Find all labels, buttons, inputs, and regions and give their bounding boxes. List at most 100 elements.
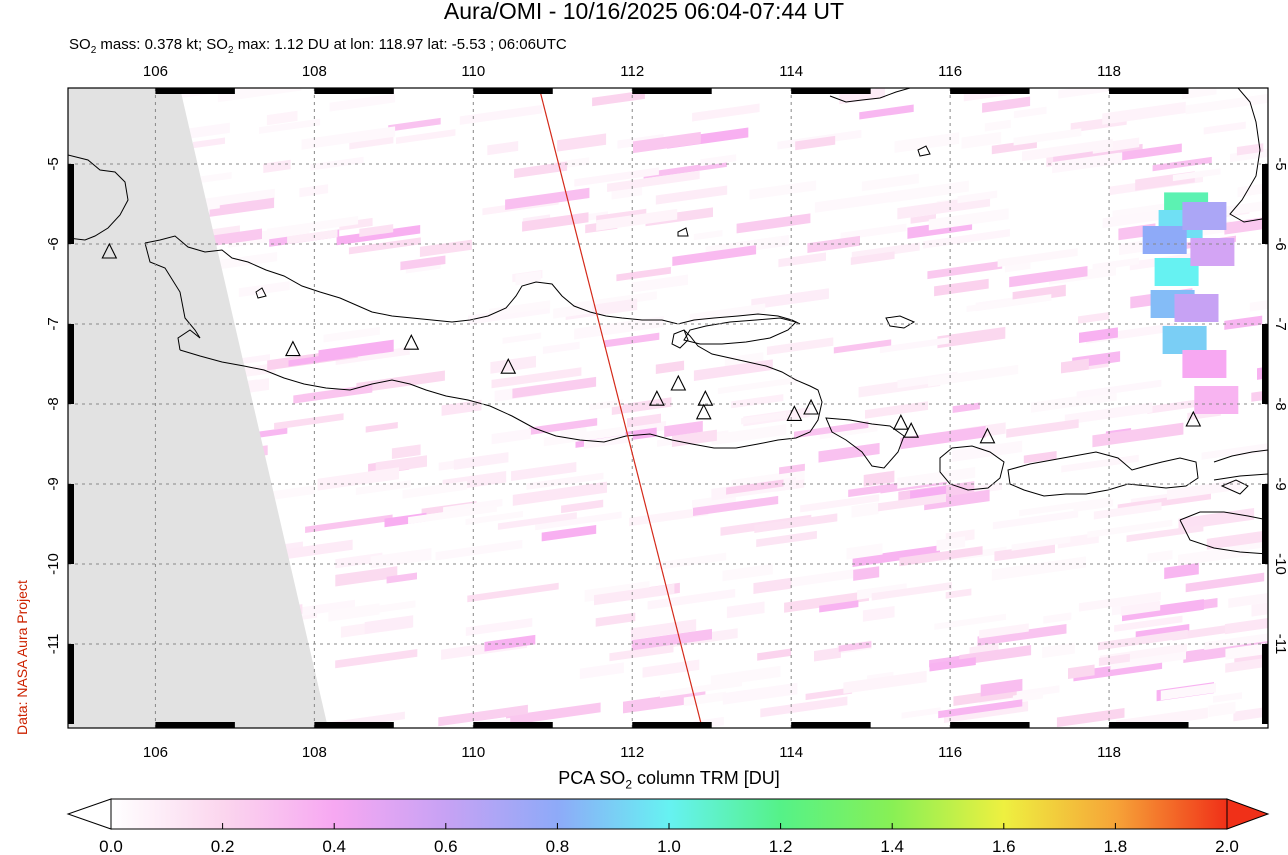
so2-noise-pixel [553,303,593,319]
so2-noise-pixel [655,185,728,205]
lon-tick-label: 114 [779,744,803,760]
so2-noise-pixel [814,190,902,213]
lon-frame-bar [155,88,235,94]
so2-noise-pixel [1164,562,1199,580]
so2-noise-pixel [1098,653,1130,666]
so2-noise-pixel [396,129,456,144]
so2-noise-pixel [1079,327,1118,343]
map-title: Aura/OMI - 10/16/2025 06:04-07:44 UT [443,0,845,24]
so2-noise-pixel [1061,358,1089,374]
colorbar-tick-label: 0.8 [546,837,570,855]
so2-noise-pixel [511,462,577,482]
so2-noise-pixel [1019,497,1111,517]
so2-noise-pixel [505,187,590,210]
so2-noise-pixel [359,224,394,237]
lat-frame-bar [1262,164,1268,244]
so2-noise-pixel [1185,93,1268,115]
lon-tick-label: 110 [461,63,485,80]
axis-tick-labels: 106 106 108 108 110 110 112 112 114 114 116 116 118 1… [45,63,1288,760]
so2-noise-pixel [336,224,421,246]
so2-noise-pixel [592,90,645,107]
so2-noise-pixel [323,326,380,343]
lat-frame-bar [68,324,74,404]
lat-tick-label-right: -7 [1272,317,1288,330]
so2-plume-pixel [1182,202,1227,230]
so2-noise-pixel [717,376,798,395]
so2-noise-pixel [1203,121,1246,135]
so2-noise-pixel [757,648,792,661]
so2-noise-pixel [1166,479,1242,500]
so2-noise-pixel [1228,588,1268,608]
lon-tick-label: 110 [461,744,485,760]
lon-frame-bar [791,722,871,728]
so2-noise-pixel [305,514,393,533]
volcano-triangle [1185,410,1202,427]
so2-noise-pixel [1233,707,1267,722]
so2-noise-pixel [851,502,879,518]
so2-noise-pixel [201,228,263,248]
so2-noise-pixel [386,572,418,584]
so2-noise-pixel [1078,591,1161,612]
volcano-triangle [695,403,712,420]
so2-noise-pixel [611,397,672,416]
lon-tick-label: 114 [779,63,803,80]
so2-noise-pixel [526,472,604,490]
lon-tick-label: 116 [938,744,962,760]
so2-noise-pixel [655,360,685,375]
so2-noise-pixel [934,278,989,297]
so2-noise-pixel [1234,641,1268,665]
volcano-triangle [892,413,909,430]
so2-noise-pixel [749,180,817,200]
so2-noise-pixel [506,702,601,726]
colorbar-title: PCA SO2 column TRM [DU] [558,768,780,792]
colorbar-tick-label: 1.2 [769,837,793,855]
so2-noise-pixel [301,126,396,150]
lon-frame-bar [314,88,394,94]
so2-noise-pixel [945,588,972,599]
colorbar-tick-label: 0.4 [322,837,346,855]
so2-noise-pixel [1122,599,1204,622]
so2-noise-pixel [1120,600,1161,616]
so2-noise-pixel [700,154,737,167]
so2-noise-pixel [261,485,315,502]
so2-noise-pixel [992,510,1079,530]
volcano-triangle [670,374,687,391]
so2-noise-pixel [542,341,580,354]
so2-noise-pixel [497,512,577,530]
so2-noise-pixel [274,413,344,430]
so2-noise-pixel [1185,572,1265,593]
lat-frame-bar [1262,324,1268,404]
so2-noise-pixel [1204,629,1268,650]
lat-tick-label-right: -8 [1272,397,1288,410]
orbit-track-line [538,88,703,728]
so2-noise-pixel [966,294,1052,313]
lon-frame-bar [473,722,553,728]
so2-noise-pixel [693,229,723,241]
so2-noise-pixel [689,303,766,323]
so2-noise-pixel [465,618,533,637]
so2-noise-pixel [924,489,990,511]
so2-noise-pixel [631,628,713,651]
so2-noise-pixel [201,171,232,183]
so2-noise-pixel [388,117,441,132]
so2-noise-pixel [928,208,1009,231]
lon-tick-label: 106 [143,744,168,760]
lat-frame-bar [68,484,74,564]
so2-noise-pixel [754,513,838,533]
so2-noise-pixel [631,274,688,293]
volcano-triangle [786,405,803,421]
so2-noise-pixel [335,566,398,587]
so2-noise-pixel [609,644,674,662]
so2-noise-pixel [683,691,726,707]
so2-noise-pixel [441,399,482,416]
so2-noise-pixel [1092,422,1184,448]
lon-frame-bar [155,722,235,728]
so2-noise-pixel [318,339,394,363]
so2-noise-pixel [1076,379,1162,399]
so2-noise-pixel [1172,168,1221,182]
lat-tick-label-right: -10 [1272,553,1288,575]
so2-noise-pixel [1052,152,1123,174]
so2-noise-pixel [984,119,1011,132]
so2-noise-pixel [900,425,986,450]
so2-noise-pixel [879,337,949,354]
